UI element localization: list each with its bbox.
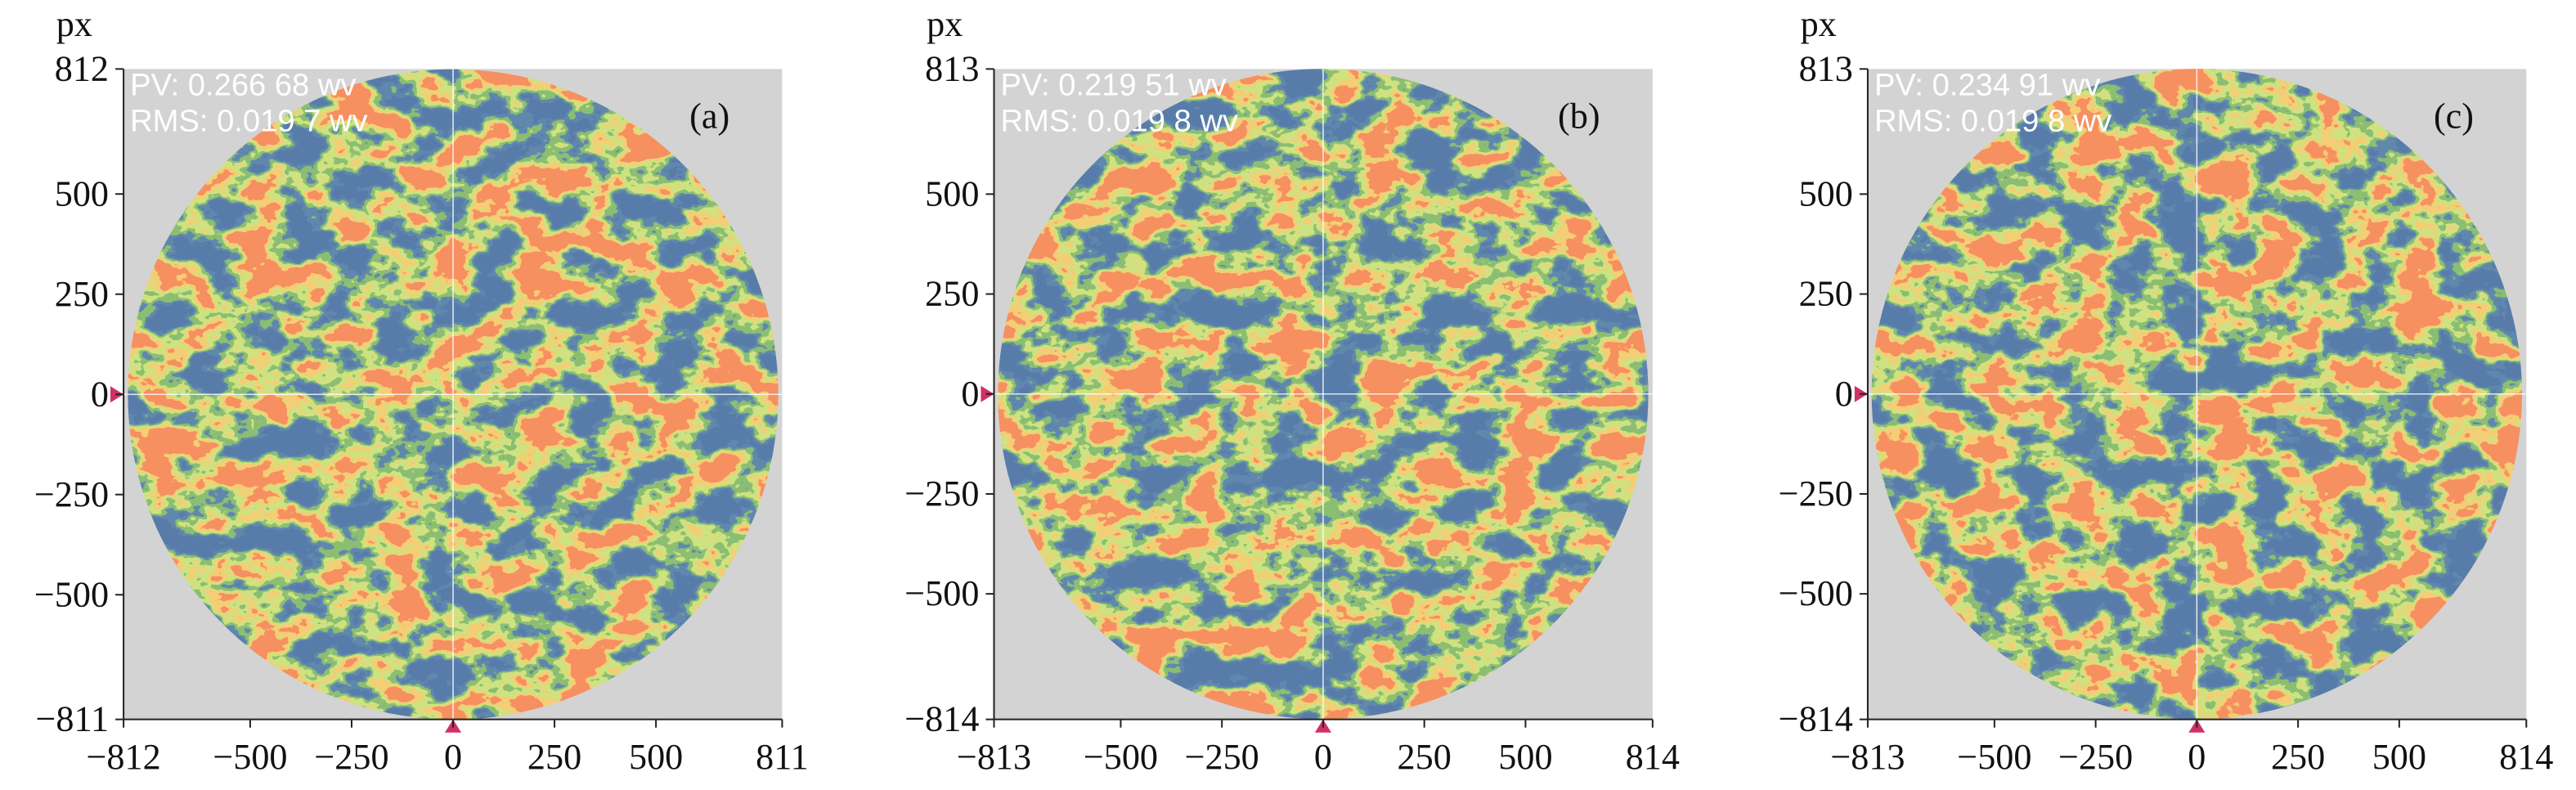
y-axis-label: px — [56, 4, 92, 44]
annotation: RMS: 0.019 8 wv — [1874, 104, 2112, 139]
y-tick-label: −250 — [904, 474, 979, 514]
x-tick-label: 500 — [1498, 737, 1552, 777]
x-tick-label: 814 — [2499, 737, 2553, 777]
annotation: PV: 0.219 51 wv — [1001, 67, 1227, 102]
y-tick-label: −814 — [1779, 699, 1853, 739]
y-tick-label: 0 — [1835, 374, 1853, 414]
y-tick-label: 500 — [55, 173, 109, 213]
panel-label: (c) — [2434, 97, 2474, 137]
annotation: RMS: 0.019 7 wv — [130, 104, 367, 139]
y-tick-label: −500 — [1779, 573, 1853, 613]
x-tick-label: −250 — [1185, 737, 1259, 777]
x-tick-label: 500 — [629, 737, 683, 777]
x-tick-label: 250 — [1398, 737, 1452, 777]
y-tick-label: −814 — [904, 699, 979, 739]
y-tick-label: 813 — [925, 48, 979, 88]
x-tick-label: −813 — [1830, 737, 1905, 777]
x-tick-label: 250 — [2271, 737, 2325, 777]
x-tick-label: −250 — [314, 737, 388, 777]
x-tick-label: 500 — [2372, 737, 2426, 777]
y-tick-label: −250 — [34, 474, 109, 514]
y-tick-label: 250 — [55, 274, 109, 314]
y-tick-label: 0 — [91, 374, 109, 414]
y-axis-label: px — [927, 4, 963, 44]
x-tick-label: −500 — [213, 737, 287, 777]
x-tick-label: 814 — [1626, 737, 1680, 777]
x-tick-label: −500 — [1084, 737, 1158, 777]
y-tick-label: 0 — [961, 374, 979, 414]
y-tick-label: 813 — [1799, 48, 1853, 88]
annotation: RMS: 0.019 8 wv — [1001, 104, 1238, 139]
x-tick-label: −500 — [1957, 737, 2031, 777]
panel-label: (b) — [1558, 97, 1600, 137]
x-tick-label: −812 — [87, 737, 161, 777]
y-tick-label: 812 — [55, 48, 109, 88]
annotation: PV: 0.266 68 wv — [130, 67, 356, 102]
y-tick-label: −811 — [35, 699, 109, 739]
x-tick-label: 250 — [527, 737, 581, 777]
y-tick-label: 500 — [925, 173, 979, 213]
panel-label: (a) — [689, 97, 729, 137]
x-tick-label: 0 — [2188, 737, 2206, 777]
x-tick-label: 0 — [1314, 737, 1332, 777]
y-tick-label: 250 — [925, 274, 979, 314]
y-tick-label: 250 — [1799, 274, 1853, 314]
x-tick-label: 0 — [444, 737, 462, 777]
annotation: PV: 0.234 91 wv — [1874, 67, 2100, 102]
x-tick-label: −813 — [957, 737, 1031, 777]
y-tick-label: 500 — [1799, 173, 1853, 213]
x-tick-label: −250 — [2058, 737, 2133, 777]
x-tick-label: 811 — [756, 737, 809, 777]
y-axis-label: px — [1801, 4, 1837, 44]
y-tick-label: −250 — [1779, 474, 1853, 514]
y-tick-label: −500 — [34, 574, 109, 614]
y-tick-label: −500 — [904, 573, 979, 613]
